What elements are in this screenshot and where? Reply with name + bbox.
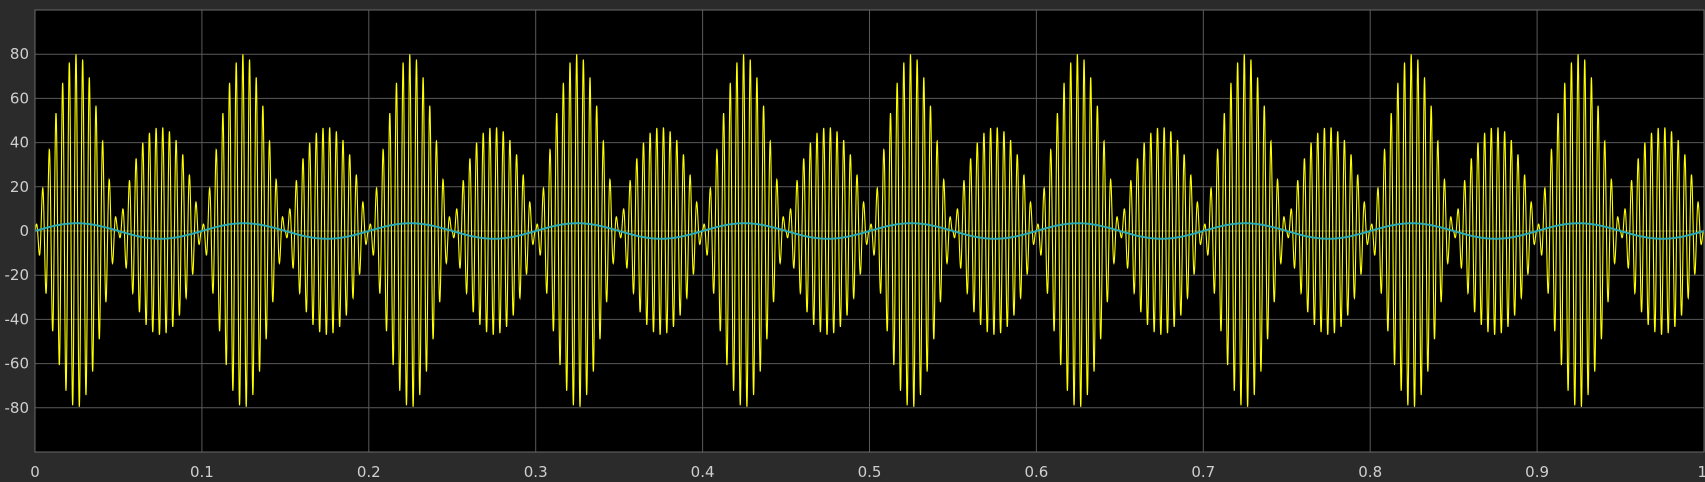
y-tick-label: 0	[19, 222, 29, 240]
x-tick-label: 0.7	[1191, 463, 1215, 481]
y-tick-label: 60	[10, 89, 29, 107]
x-tick-label: 0	[30, 463, 40, 481]
x-tick-label: 0.3	[524, 463, 548, 481]
y-axis-ticks: 80 60 40 20 0 -20 -40 -60 -80	[5, 45, 30, 417]
y-tick-label: -60	[5, 355, 30, 373]
y-tick-label: 40	[10, 134, 29, 152]
x-axis-ticks: 0 0.1 0.2 0.3 0.4 0.5 0.6 0.7 0.8 0.9 1	[30, 463, 1705, 481]
x-tick-label: 0.9	[1525, 463, 1549, 481]
y-tick-label: -20	[5, 266, 30, 284]
x-tick-label: 0.1	[190, 463, 214, 481]
y-tick-label: -80	[5, 399, 30, 417]
x-tick-label: 0.6	[1024, 463, 1048, 481]
series-layer	[34, 54, 1705, 407]
y-tick-label: -40	[5, 310, 30, 328]
series-teal-line	[34, 222, 1705, 240]
x-tick-label: 0.4	[691, 463, 715, 481]
y-tick-label: 80	[10, 45, 29, 63]
plot-frame	[34, 9, 1705, 453]
x-tick-label: 0.2	[357, 463, 381, 481]
x-tick-label: 1	[1697, 463, 1705, 481]
x-tick-label: 0.8	[1358, 463, 1382, 481]
x-tick-label: 0.5	[858, 463, 882, 481]
y-tick-label: 20	[10, 178, 29, 196]
